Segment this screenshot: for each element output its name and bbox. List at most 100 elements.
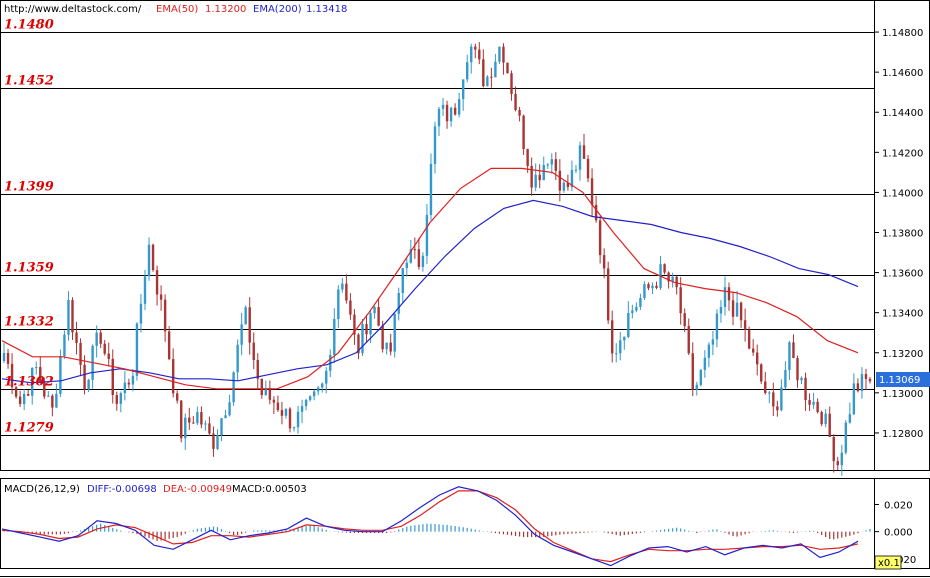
- level-label-2: 1.1399: [4, 180, 54, 195]
- candle: [63, 330, 66, 359]
- candle: [772, 382, 775, 417]
- candle: [26, 390, 30, 397]
- candle: [184, 413, 187, 450]
- candle: [240, 312, 243, 356]
- candle: [820, 410, 823, 427]
- candle: [22, 389, 26, 411]
- candle: [139, 293, 143, 333]
- candle: [510, 70, 513, 101]
- candle: [248, 297, 251, 355]
- macd-panel[interactable]: MACD(26,12,9) DIFF:-0.00698 DEA:-0.00949…: [0, 478, 875, 569]
- candle: [844, 420, 848, 455]
- candle: [683, 308, 686, 333]
- candle: [115, 391, 118, 411]
- candle: [840, 444, 843, 476]
- candle: [171, 348, 175, 398]
- candle: [31, 367, 34, 405]
- candle: [397, 287, 400, 321]
- diff-line: [1, 486, 859, 567]
- candle: [321, 382, 324, 393]
- candle: [425, 204, 429, 265]
- candle: [272, 396, 276, 415]
- level-label-4: 1.1332: [4, 315, 54, 330]
- ema200-label: EMA(200): [253, 4, 302, 15]
- candle: [43, 377, 46, 400]
- candle: [39, 356, 42, 384]
- candle: [727, 282, 731, 311]
- level-label-0: 1.1480: [4, 18, 54, 33]
- candle: [808, 393, 811, 411]
- candle: [784, 361, 787, 390]
- candle: [10, 353, 14, 395]
- candle: [345, 274, 348, 304]
- candle: [735, 290, 739, 317]
- candle: [848, 402, 852, 424]
- candle: [103, 339, 106, 356]
- candle: [143, 269, 147, 311]
- candle: [180, 400, 183, 443]
- candle: [502, 43, 505, 75]
- candle: [478, 41, 481, 65]
- candle: [91, 344, 94, 389]
- candle: [514, 86, 517, 112]
- candle: [67, 291, 70, 341]
- candle: [308, 395, 312, 402]
- candle: [453, 103, 457, 116]
- price-tick-2: 1.14400: [882, 108, 923, 119]
- macd-title: MACD(26,12,9): [4, 484, 80, 495]
- candle: [506, 62, 509, 74]
- candle: [751, 339, 755, 356]
- candle: [474, 43, 477, 59]
- candle: [550, 153, 553, 174]
- candle: [651, 282, 654, 295]
- candle: [2, 342, 6, 364]
- candle: [147, 237, 151, 281]
- candle: [196, 406, 199, 426]
- price-tick-5: 1.13800: [882, 228, 923, 239]
- candle: [445, 100, 449, 129]
- price-tick-3: 1.14200: [882, 148, 923, 159]
- ema50-line: [1, 167, 859, 390]
- candle: [760, 363, 763, 385]
- current-price-label: 1.13069: [879, 375, 920, 386]
- candle: [627, 301, 630, 339]
- macd-macd-value: MACD:0.00503: [232, 484, 307, 495]
- candle: [860, 367, 864, 399]
- candle: [675, 275, 678, 295]
- candle: [731, 291, 735, 326]
- macd-axis-frame: [874, 478, 930, 569]
- candle: [695, 381, 698, 396]
- candle: [639, 293, 642, 310]
- price-panel[interactable]: 1.1480 1.1452 1.1399 1.1359 1.1332 1.1302 1.12…: [0, 0, 875, 476]
- candle: [176, 390, 179, 404]
- macd-scale-badge-box: [874, 555, 902, 570]
- candle: [466, 54, 469, 83]
- candle: [119, 391, 123, 413]
- price-tick-7: 1.13400: [882, 309, 923, 320]
- price-tick-6: 1.13600: [882, 269, 923, 280]
- candle: [393, 313, 396, 358]
- candle: [494, 53, 497, 78]
- candle: [804, 372, 807, 411]
- candle: [131, 369, 135, 392]
- current-price-box: [876, 372, 930, 387]
- candle: [417, 238, 421, 270]
- candle: [671, 272, 674, 288]
- candle: [337, 285, 340, 328]
- price-tick-10: 1.12800: [882, 429, 923, 440]
- candle: [151, 243, 155, 272]
- candle: [743, 308, 747, 342]
- candle: [95, 325, 98, 358]
- candle: [280, 401, 284, 425]
- candle: [546, 162, 549, 169]
- candle: [659, 255, 662, 291]
- candle: [264, 380, 268, 396]
- candle: [534, 163, 537, 192]
- candle: [498, 46, 501, 64]
- candle: [470, 43, 473, 74]
- candle: [780, 379, 783, 412]
- price-ticks: 1.14800 1.14600 1.14400 1.14200 1.14000 1.138…: [875, 28, 923, 440]
- candle: [538, 164, 541, 189]
